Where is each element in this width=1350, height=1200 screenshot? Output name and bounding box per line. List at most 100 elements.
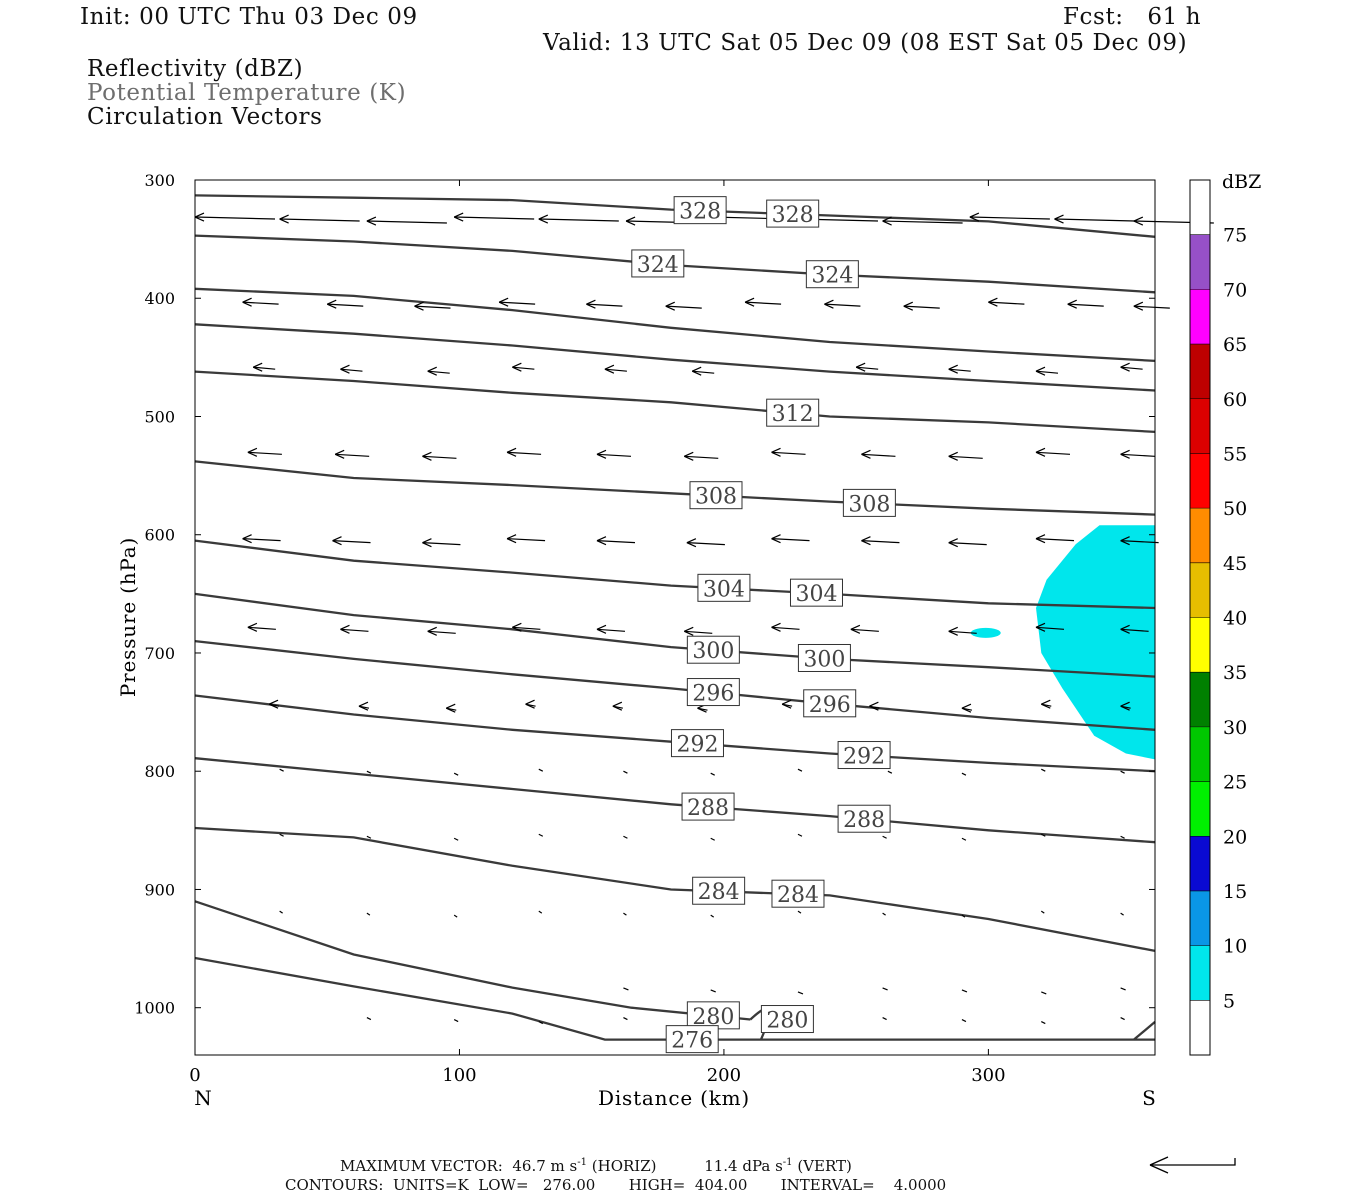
x-axis-label: Distance (km) bbox=[598, 1086, 750, 1110]
vector-head bbox=[684, 451, 694, 461]
init-time: Init: 00 UTC Thu 03 Dec 09 bbox=[80, 4, 418, 30]
vector-shaft bbox=[366, 1016, 372, 1021]
colorbar-label: 25 bbox=[1223, 772, 1247, 794]
contour-label: 284 bbox=[777, 883, 819, 908]
reflectivity-patch bbox=[970, 627, 1001, 638]
contour-label-box bbox=[686, 678, 740, 707]
vector-head bbox=[247, 622, 258, 632]
contour-label: 288 bbox=[843, 808, 885, 833]
contour-label: 300 bbox=[692, 639, 734, 664]
max-vector-horiz: 46.7 m s bbox=[512, 1157, 578, 1175]
vector-shaft bbox=[1035, 451, 1071, 455]
vector-shaft bbox=[422, 455, 457, 459]
colorbar-segment bbox=[1190, 726, 1210, 782]
vector-head bbox=[1054, 214, 1064, 224]
max-vector-head bbox=[1149, 1156, 1169, 1174]
vector-head bbox=[332, 536, 342, 546]
vector-shaft bbox=[1120, 835, 1125, 839]
vector-head bbox=[498, 297, 509, 307]
contour-label-box bbox=[766, 199, 820, 228]
max-vector-label: MAXIMUM VECTOR: bbox=[340, 1157, 503, 1175]
vector-shaft bbox=[242, 538, 281, 542]
vector-shaft bbox=[1120, 540, 1159, 544]
vector-shaft bbox=[247, 626, 276, 630]
colorbar-segment bbox=[1190, 344, 1210, 399]
contour-label-box bbox=[766, 398, 820, 427]
vector-head bbox=[326, 299, 337, 309]
vector-head bbox=[340, 624, 350, 634]
vector-shaft bbox=[327, 303, 364, 307]
vector-head bbox=[691, 366, 702, 376]
theta-contour-300 bbox=[194, 592, 1156, 678]
vector-shaft bbox=[623, 770, 628, 774]
vector-head bbox=[358, 701, 369, 711]
vector-shaft bbox=[882, 1016, 887, 1021]
y-tick-label: 1000 bbox=[134, 999, 175, 1018]
vector-shaft bbox=[538, 833, 544, 837]
colorbar-label: 70 bbox=[1223, 279, 1247, 301]
vector-head bbox=[525, 699, 535, 709]
contour-label-box bbox=[665, 1025, 719, 1054]
vector-shaft bbox=[538, 1020, 544, 1025]
contour-label-box bbox=[803, 689, 857, 718]
theta-contour-edge bbox=[1133, 1021, 1156, 1041]
max-vector-shaft bbox=[1150, 1158, 1236, 1166]
colorbar-label: 35 bbox=[1223, 662, 1247, 684]
reflectivity-fill-layer bbox=[970, 525, 1155, 760]
vector-head bbox=[512, 362, 522, 372]
vector-head bbox=[1133, 301, 1144, 311]
vector-shaft bbox=[1120, 987, 1126, 991]
vector-shaft bbox=[948, 455, 983, 459]
colorbar-label: 55 bbox=[1223, 443, 1247, 465]
contour-label: 300 bbox=[803, 647, 845, 672]
vector-shaft bbox=[507, 451, 542, 455]
vector-shaft bbox=[623, 835, 628, 839]
contour-label: 324 bbox=[811, 264, 853, 289]
vector-shaft bbox=[961, 989, 968, 993]
vector-head bbox=[604, 364, 615, 374]
vector-head bbox=[422, 538, 432, 548]
vector-head bbox=[1035, 534, 1046, 544]
colorbar-segment bbox=[1190, 508, 1210, 563]
vector-shaft bbox=[623, 987, 629, 991]
field-vectors: Circulation Vectors bbox=[87, 104, 323, 130]
vector-shaft bbox=[771, 538, 810, 542]
vector-shaft bbox=[512, 366, 535, 370]
vector-shaft bbox=[882, 835, 887, 839]
theta-contour-328 bbox=[194, 194, 1156, 238]
vector-shaft bbox=[453, 837, 459, 841]
reflectivity-area bbox=[1036, 525, 1155, 760]
colorbar: 5 10 15 20 25 30 35 40 45 50 55 60 65 70 75 dBZ bbox=[1189, 171, 1261, 1056]
vector-shaft bbox=[1067, 303, 1104, 307]
vector-shaft bbox=[824, 303, 861, 307]
vector-shaft bbox=[332, 540, 371, 544]
colorbar-segment bbox=[1190, 890, 1210, 946]
colorbar-segment bbox=[1190, 1000, 1210, 1055]
contour-label-box bbox=[686, 635, 740, 664]
colorbar-label: 50 bbox=[1223, 498, 1247, 520]
vector-head bbox=[948, 364, 958, 374]
vector-shaft bbox=[710, 914, 715, 918]
contour-label-box bbox=[686, 1001, 740, 1030]
colorbar-segment bbox=[1190, 398, 1210, 454]
vector-shaft bbox=[684, 630, 713, 634]
vector-shaft bbox=[903, 305, 940, 309]
vector-head bbox=[771, 447, 781, 457]
max-vector-vert: 11.4 dPa s bbox=[704, 1157, 783, 1175]
x-tick-label: 0 bbox=[189, 1065, 200, 1086]
colorbar-label: 60 bbox=[1223, 389, 1247, 411]
vector-shaft bbox=[366, 220, 447, 224]
vector-head bbox=[242, 297, 252, 307]
vector-shaft bbox=[340, 628, 369, 632]
vector-shaft bbox=[686, 542, 725, 546]
vector-shaft bbox=[366, 912, 371, 916]
vector-shaft bbox=[771, 626, 800, 630]
contour-label-box bbox=[805, 260, 859, 289]
contour-label: 296 bbox=[692, 682, 734, 707]
y-tick-label: 500 bbox=[144, 407, 175, 426]
vector-shaft bbox=[861, 540, 900, 544]
vector-shaft bbox=[366, 770, 372, 774]
contour-label: 304 bbox=[703, 577, 745, 602]
theta-contour-284 bbox=[194, 826, 1156, 953]
vector-shaft bbox=[961, 1018, 967, 1023]
